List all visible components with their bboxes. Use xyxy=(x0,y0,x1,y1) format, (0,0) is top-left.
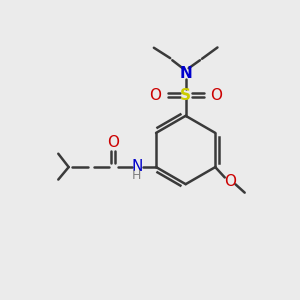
Text: H: H xyxy=(132,169,141,182)
Text: S: S xyxy=(180,88,191,103)
Text: O: O xyxy=(224,175,236,190)
Text: O: O xyxy=(149,88,161,103)
Text: O: O xyxy=(210,88,222,103)
Text: N: N xyxy=(131,159,142,174)
Text: N: N xyxy=(179,66,192,81)
Text: O: O xyxy=(107,135,119,150)
